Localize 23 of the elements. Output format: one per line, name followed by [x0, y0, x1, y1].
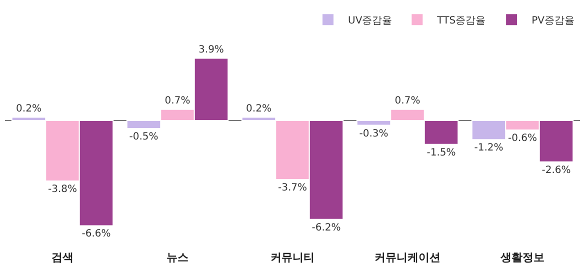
data-label: -3.7% [278, 182, 308, 194]
data-label: -1.5% [426, 147, 456, 158]
data-label: 0.2% [246, 103, 272, 114]
data-label: 3.9% [198, 44, 224, 56]
data-label: -0.3% [359, 128, 388, 140]
data-label: -6.6% [82, 228, 111, 240]
data-label: -3.8% [48, 184, 78, 196]
x-tick-label: 생활정보 [500, 251, 544, 264]
x-tick-label: 커뮤니티 [270, 251, 314, 264]
x-tick-label: 커뮤니케이션 [374, 251, 440, 264]
legend-label: PV증감율 [532, 16, 574, 27]
data-label: 0.7% [394, 95, 420, 106]
legend-label: UV증감율 [348, 16, 392, 27]
x-tick-label: 검색 [52, 251, 74, 264]
legend-label: TTS증감율 [436, 16, 486, 27]
data-label: -0.6% [508, 133, 538, 144]
data-label: -1.2% [474, 142, 504, 154]
data-label: 0.7% [164, 95, 190, 106]
x-tick-label: 뉴스 [166, 251, 188, 264]
data-label: -6.2% [312, 222, 341, 234]
data-label: -2.6% [542, 164, 571, 176]
data-label: 0.2% [16, 103, 42, 114]
data-label: -0.5% [129, 131, 158, 142]
